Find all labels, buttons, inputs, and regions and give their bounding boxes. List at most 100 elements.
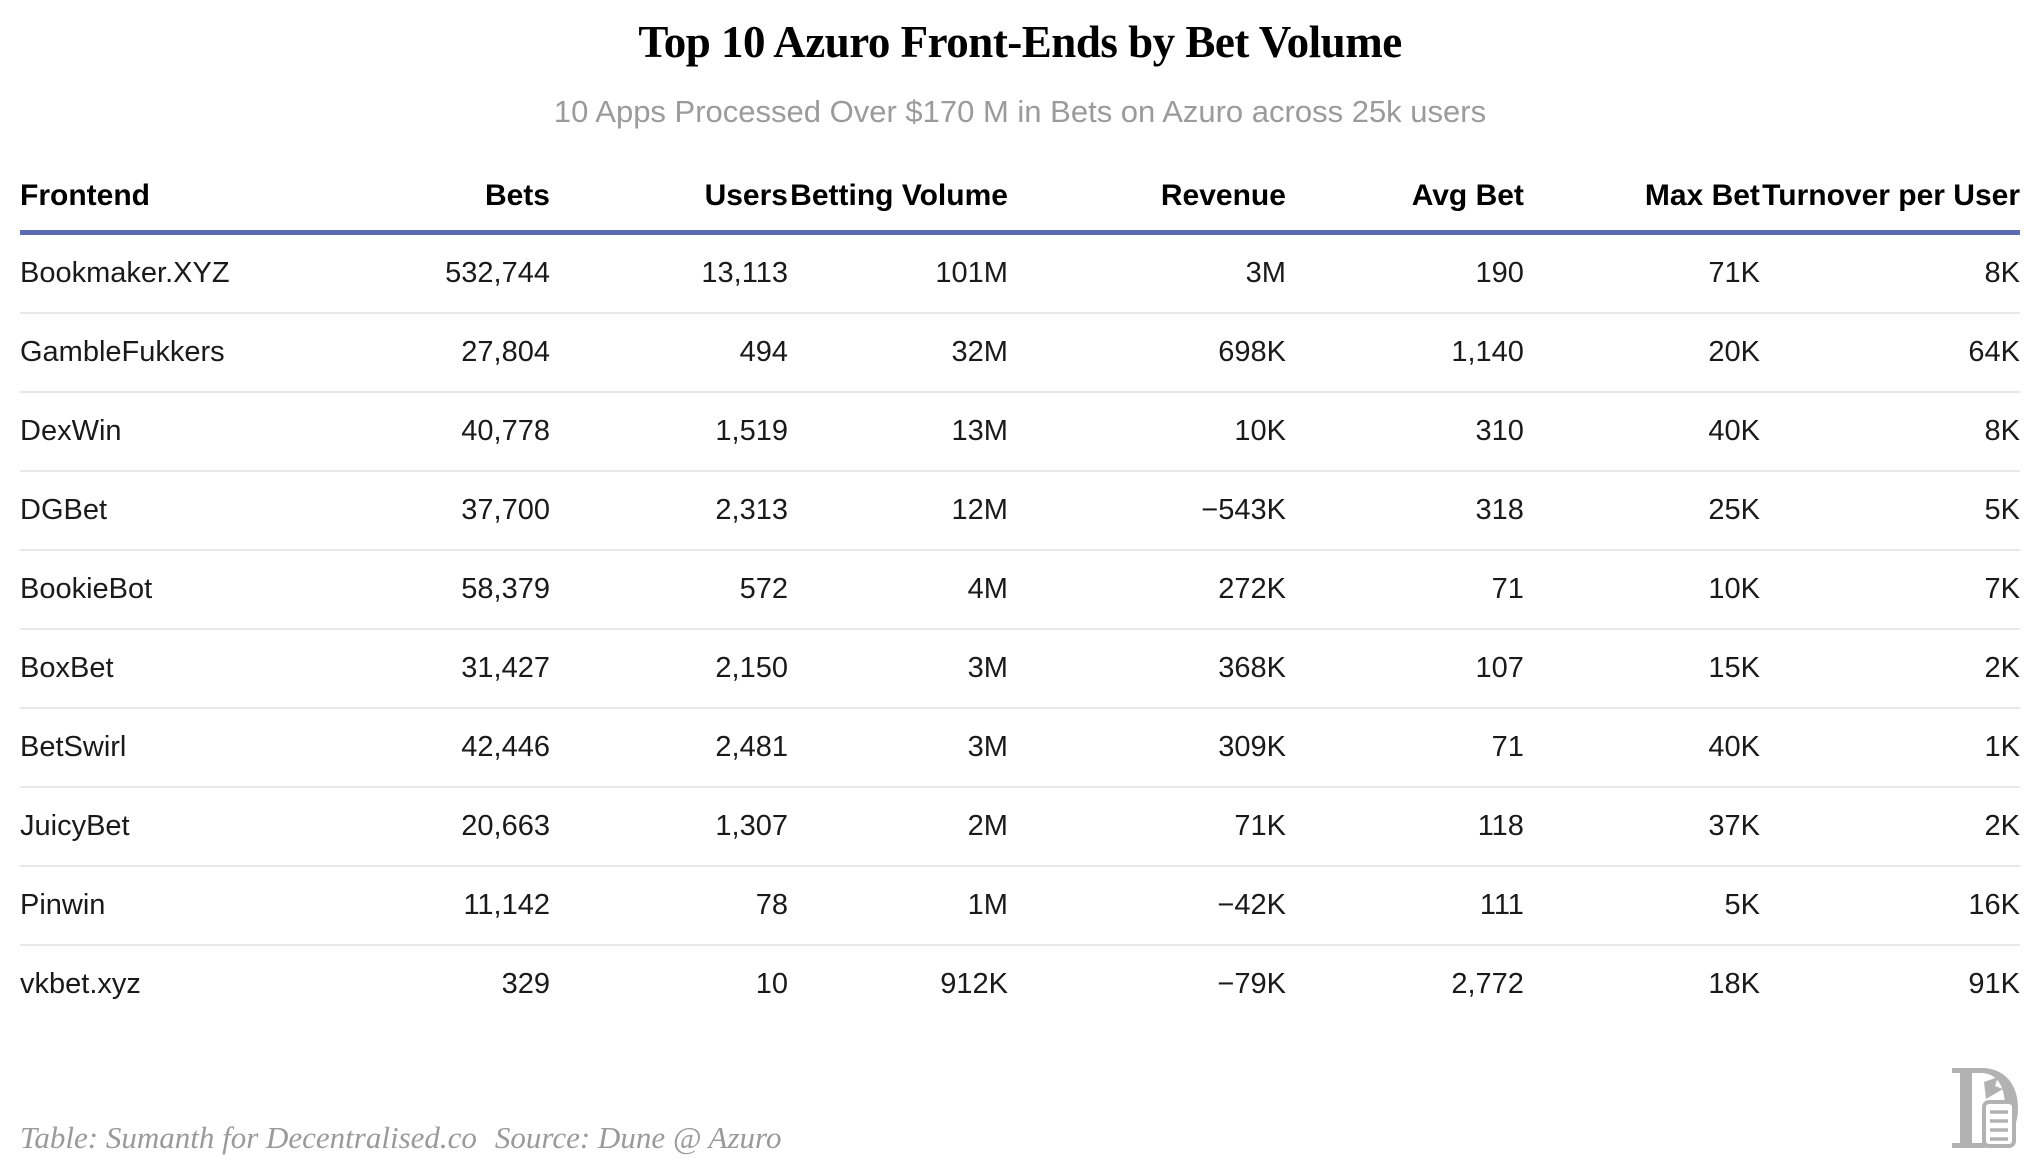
value-cell: 2,313: [715, 494, 788, 526]
value-cell: 78: [755, 889, 788, 921]
value-cell: 25K: [1708, 494, 1760, 526]
value-cell: 1,519: [715, 415, 788, 447]
value-cell: 2K: [1984, 810, 2020, 842]
column-header: Betting Volume: [790, 179, 1008, 212]
value-cell: 532,744: [445, 257, 550, 289]
value-cell: 40,778: [461, 415, 550, 447]
column-header: Avg Bet: [1411, 179, 1524, 212]
table-row: BookieBot 58,379 572 4M 272K 71 10K 7K: [20, 550, 2020, 629]
value-cell: 12M: [951, 494, 1008, 526]
value-cell: 42,446: [461, 731, 550, 763]
value-cell: 2,150: [715, 652, 788, 684]
table-row: BetSwirl 42,446 2,481 3M 309K 71 40K 1K: [20, 708, 2020, 787]
table-row: GambleFukkers 27,804 494 32M 698K 1,140 20K 64K: [20, 313, 2020, 392]
decentralised-logo-icon: [1950, 1062, 2022, 1154]
value-cell: 5K: [1984, 494, 2020, 526]
value-cell: 111: [1479, 889, 1524, 921]
frontend-cell: DGBet: [20, 494, 108, 526]
value-cell: 40K: [1708, 731, 1760, 763]
table-row: JuicyBet 20,663 1,307 2M 71K 118 37K 2K: [20, 787, 2020, 866]
table-row: BoxBet 31,427 2,150 3M 368K 107 15K 2K: [20, 629, 2020, 708]
value-cell: 20,663: [461, 810, 550, 842]
column-header: Max Bet: [1644, 179, 1760, 212]
value-cell: 71: [1491, 573, 1524, 605]
value-cell: 91K: [1968, 968, 2020, 1000]
value-cell: 40K: [1708, 415, 1760, 447]
value-cell: 31,427: [461, 652, 550, 684]
value-cell: 58,379: [461, 573, 550, 605]
value-cell: 101M: [935, 257, 1008, 289]
value-cell: 572: [739, 573, 788, 605]
value-cell: 3M: [967, 652, 1008, 684]
table-body: Bookmaker.XYZ 532,744 13,113 101M 3M 190 71K 8K…: [20, 233, 2020, 1024]
frontend-cell: DexWin: [20, 415, 122, 447]
value-cell: 8K: [1984, 257, 2020, 289]
value-cell: 4M: [967, 573, 1008, 605]
frontend-cell: BetSwirl: [20, 731, 127, 763]
value-cell: 2K: [1984, 652, 2020, 684]
column-header: Turnover per User: [1762, 179, 2020, 212]
value-cell: 310: [1475, 415, 1524, 447]
value-cell: 5K: [1724, 889, 1760, 921]
value-cell: 13M: [951, 415, 1008, 447]
value-cell: 18K: [1708, 968, 1760, 1000]
value-cell: 1M: [967, 889, 1008, 921]
value-cell: 2M: [967, 810, 1008, 842]
table-credit: Table: Sumanth for Decentralised.co: [20, 1120, 477, 1155]
value-cell: 3M: [967, 731, 1008, 763]
value-cell: 64K: [1968, 336, 2020, 368]
value-cell: 27,804: [461, 336, 550, 368]
value-cell: 71K: [1708, 257, 1760, 289]
value-cell: 37K: [1708, 810, 1760, 842]
value-cell: 912K: [940, 968, 1008, 1000]
value-cell: 16K: [1968, 889, 2020, 921]
footer-attribution: Table: Sumanth for Decentralised.co Sourc…: [20, 1120, 781, 1156]
value-cell: 2,772: [1451, 968, 1524, 1000]
value-cell: 368K: [1218, 652, 1286, 684]
table-row: DexWin 40,778 1,519 13M 10K 310 40K 8K: [20, 392, 2020, 471]
column-header: Bets: [484, 179, 550, 212]
value-cell: 8K: [1984, 415, 2020, 447]
column-header: Users: [704, 179, 788, 212]
data-table: Frontend Bets Users Betting Volume Revenue Av…: [20, 166, 2020, 1023]
value-cell: −42K: [1217, 889, 1286, 921]
frontend-cell: GambleFukkers: [20, 336, 225, 368]
table-row: vkbet.xyz 329 10 912K −79K 2,772 18K 91K: [20, 945, 2020, 1023]
chart-subtitle: 10 Apps Processed Over $170 M in Bets on…: [553, 94, 1487, 129]
value-cell: 3M: [1245, 257, 1286, 289]
frontend-cell: BoxBet: [20, 652, 114, 684]
value-cell: −79K: [1217, 968, 1286, 1000]
value-cell: 107: [1475, 652, 1524, 684]
value-cell: 698K: [1218, 336, 1286, 368]
value-cell: 10K: [1708, 573, 1760, 605]
chart-title: Top 10 Azuro Front-Ends by Bet Volume: [638, 17, 1402, 67]
value-cell: 10: [755, 968, 788, 1000]
source-credit: Source: Dune @ Azuro: [494, 1120, 782, 1155]
frontend-cell: BookieBot: [20, 573, 153, 605]
value-cell: 1K: [1984, 731, 2020, 763]
frontend-cell: JuicyBet: [20, 810, 130, 842]
frontend-cell: Pinwin: [20, 889, 106, 921]
value-cell: 20K: [1708, 336, 1760, 368]
value-cell: −543K: [1201, 494, 1286, 526]
value-cell: 329: [501, 968, 550, 1000]
frontend-cell: Bookmaker.XYZ: [20, 257, 230, 289]
table-row: Pinwin 11,142 78 1M −42K 111 5K 16K: [20, 866, 2020, 945]
value-cell: 71K: [1234, 810, 1286, 842]
value-cell: 10K: [1234, 415, 1286, 447]
value-cell: 11,142: [463, 889, 550, 921]
table-row: DGBet 37,700 2,313 12M −543K 318 25K 5K: [20, 471, 2020, 550]
value-cell: 272K: [1218, 573, 1286, 605]
value-cell: 15K: [1708, 652, 1760, 684]
column-header: Revenue: [1160, 179, 1286, 212]
column-header: Frontend: [20, 179, 150, 212]
value-cell: 1,140: [1451, 336, 1524, 368]
value-cell: 32M: [951, 336, 1008, 368]
value-cell: 118: [1477, 810, 1524, 842]
table-header: Frontend Bets Users Betting Volume Revenue Av…: [20, 166, 2020, 233]
value-cell: 71: [1491, 731, 1524, 763]
value-cell: 190: [1475, 257, 1524, 289]
value-cell: 2,481: [715, 731, 788, 763]
table-row: Bookmaker.XYZ 532,744 13,113 101M 3M 190 71K 8K: [20, 233, 2020, 313]
